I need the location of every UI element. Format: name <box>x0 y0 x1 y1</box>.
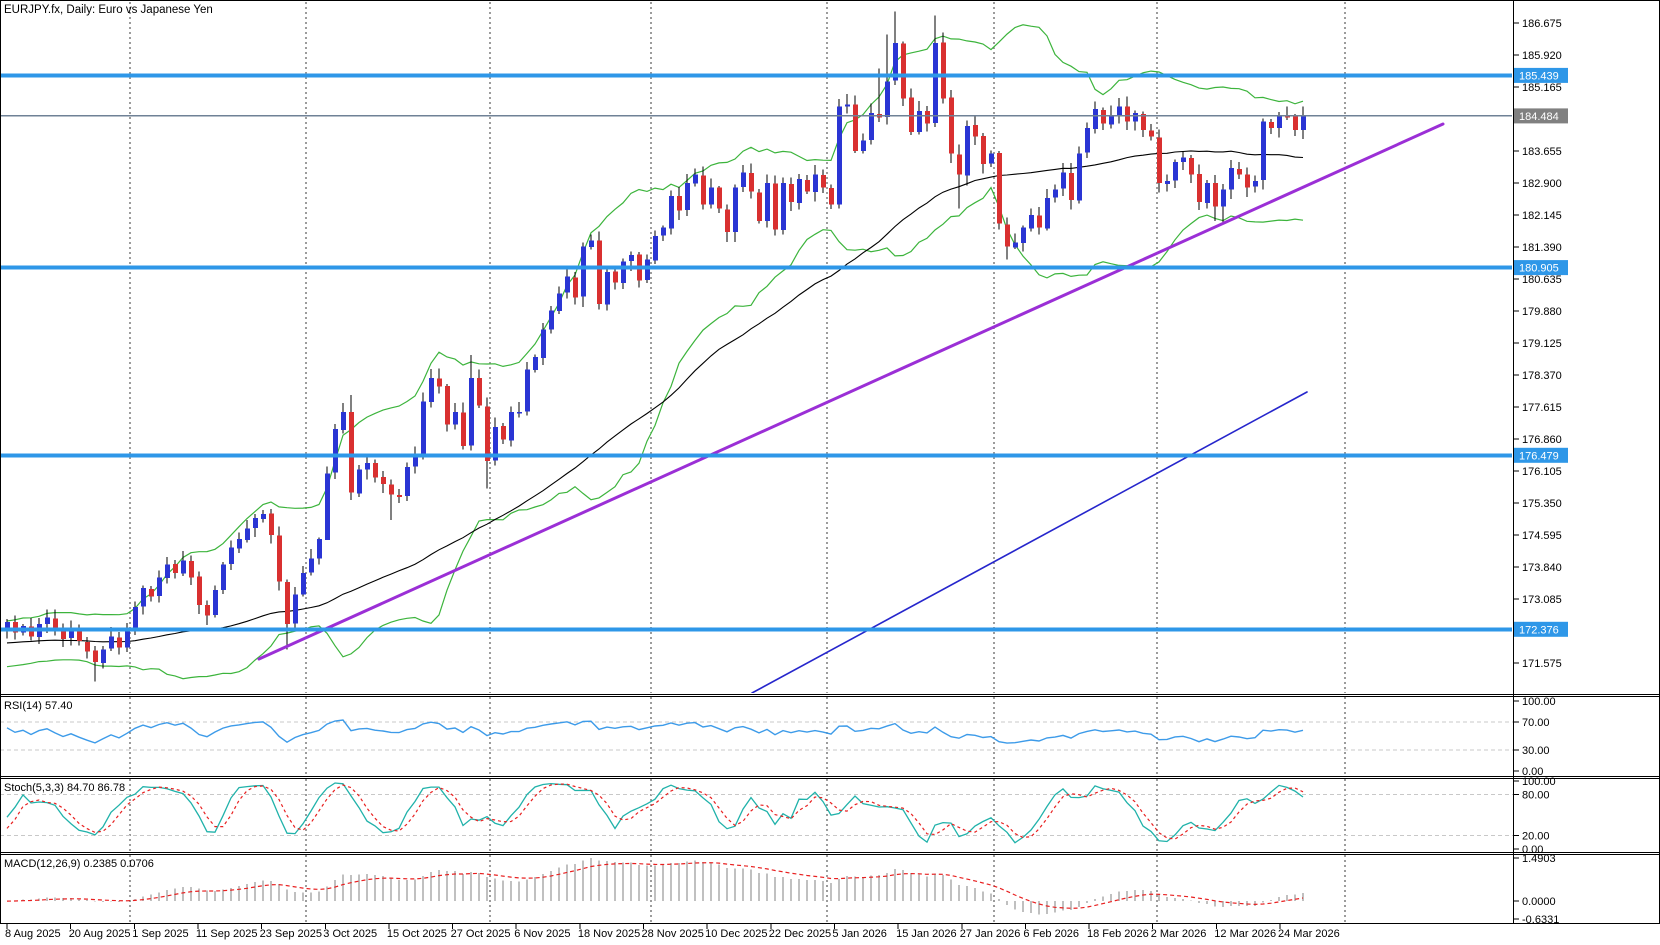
svg-text:27 Oct 2025: 27 Oct 2025 <box>451 928 511 940</box>
svg-text:174.595: 174.595 <box>1522 530 1562 542</box>
chart-title: EURJPY.fx, Daily: Euro vs Japanese Yen <box>4 4 213 16</box>
panel-borders <box>0 0 1660 924</box>
svg-text:185.165: 185.165 <box>1522 82 1562 94</box>
stoch-indicator-label: Stoch(5,3,3) 84.70 86.78 <box>4 782 126 794</box>
svg-text:23 Sep 2025: 23 Sep 2025 <box>260 928 322 940</box>
candles <box>5 11 1306 682</box>
bollinger-lower-band <box>6 186 1304 680</box>
svg-text:80.00: 80.00 <box>1522 790 1550 802</box>
svg-text:2 Mar 2026: 2 Mar 2026 <box>1151 928 1207 940</box>
price-line-badges[interactable]: 185.439 180.905 176.479 172.376 184.484 <box>1514 67 1568 637</box>
date-axis: 8 Aug 2025 20 Aug 2025 1 Sep 2025 11 Sep 20… <box>5 923 1340 940</box>
rsi-line <box>6 719 1304 744</box>
svg-text:1 Sep 2025: 1 Sep 2025 <box>132 928 188 940</box>
macd-indicator-label: MACD(12,26,9) 0.2385 0.0706 <box>4 858 154 870</box>
svg-text:180.905: 180.905 <box>1519 263 1559 275</box>
trendline-long-uptrend[interactable] <box>257 122 1445 661</box>
svg-text:0.00: 0.00 <box>1522 766 1543 778</box>
svg-text:6 Feb 2026: 6 Feb 2026 <box>1023 928 1079 940</box>
svg-text:100.00: 100.00 <box>1522 776 1556 788</box>
svg-text:176.860: 176.860 <box>1522 434 1562 446</box>
svg-text:182.900: 182.900 <box>1522 178 1562 190</box>
stoch-d-line <box>6 783 1304 840</box>
svg-text:173.085: 173.085 <box>1522 594 1562 606</box>
svg-text:10 Dec 2025: 10 Dec 2025 <box>705 928 767 940</box>
svg-text:1.4903: 1.4903 <box>1522 853 1556 865</box>
svg-text:185.439: 185.439 <box>1519 70 1559 82</box>
svg-text:3 Oct 2025: 3 Oct 2025 <box>323 928 377 940</box>
svg-text:179.125: 179.125 <box>1522 338 1562 350</box>
svg-text:24 Mar 2026: 24 Mar 2026 <box>1278 928 1340 940</box>
indicator-axes: 100.0070.0030.000.00100.0080.0020.000.00… <box>1513 696 1559 926</box>
indicator-level-lines <box>0 721 1513 836</box>
svg-text:8 Aug 2025: 8 Aug 2025 <box>5 928 61 940</box>
svg-text:182.145: 182.145 <box>1522 210 1562 222</box>
svg-text:28 Nov 2025: 28 Nov 2025 <box>642 928 704 940</box>
svg-text:175.350: 175.350 <box>1522 498 1562 510</box>
svg-text:18 Nov 2025: 18 Nov 2025 <box>578 928 640 940</box>
svg-text:12 Mar 2026: 12 Mar 2026 <box>1214 928 1276 940</box>
svg-text:100.00: 100.00 <box>1522 696 1556 708</box>
horizontal-price-lines[interactable] <box>0 73 1513 632</box>
bollinger-upper-band <box>6 24 1304 622</box>
svg-text:0.0000: 0.0000 <box>1522 896 1556 908</box>
svg-text:20 Aug 2025: 20 Aug 2025 <box>69 928 131 940</box>
svg-text:171.575: 171.575 <box>1522 658 1562 670</box>
stoch-k-line <box>6 782 1304 844</box>
svg-text:18 Feb 2026: 18 Feb 2026 <box>1087 928 1149 940</box>
svg-text:172.376: 172.376 <box>1519 624 1559 636</box>
svg-text:5 Jan 2026: 5 Jan 2026 <box>832 928 886 940</box>
svg-text:179.880: 179.880 <box>1522 306 1562 318</box>
svg-text:178.370: 178.370 <box>1522 370 1562 382</box>
svg-text:176.105: 176.105 <box>1522 466 1562 478</box>
svg-text:173.840: 173.840 <box>1522 562 1562 574</box>
svg-text:20.00: 20.00 <box>1522 830 1550 842</box>
svg-text:-0.6331: -0.6331 <box>1522 914 1559 926</box>
month-gridlines <box>129 2 1346 923</box>
svg-text:22 Dec 2025: 22 Dec 2025 <box>769 928 831 940</box>
svg-text:27 Jan 2026: 27 Jan 2026 <box>960 928 1021 940</box>
macd-signal-line <box>6 862 1304 909</box>
svg-text:177.615: 177.615 <box>1522 402 1562 414</box>
svg-text:70.00: 70.00 <box>1522 717 1550 729</box>
rsi-indicator-label: RSI(14) 57.40 <box>4 700 73 712</box>
trendline-secondary-uptrend[interactable] <box>751 391 1308 693</box>
svg-text:30.00: 30.00 <box>1522 745 1550 757</box>
svg-text:183.655: 183.655 <box>1522 146 1562 158</box>
svg-text:11 Sep 2025: 11 Sep 2025 <box>196 928 258 940</box>
svg-text:181.390: 181.390 <box>1522 242 1562 254</box>
svg-text:0.00: 0.00 <box>1522 844 1543 856</box>
svg-text:180.635: 180.635 <box>1522 274 1562 286</box>
svg-text:185.920: 185.920 <box>1522 50 1562 62</box>
svg-text:176.479: 176.479 <box>1519 450 1559 462</box>
svg-text:15 Oct 2025: 15 Oct 2025 <box>387 928 447 940</box>
svg-text:15 Jan 2026: 15 Jan 2026 <box>896 928 957 940</box>
svg-text:186.675: 186.675 <box>1522 18 1562 30</box>
current-price-badge: 184.484 <box>1514 108 1568 124</box>
svg-text:6 Nov 2025: 6 Nov 2025 <box>514 928 570 940</box>
svg-text:184.484: 184.484 <box>1519 111 1559 123</box>
